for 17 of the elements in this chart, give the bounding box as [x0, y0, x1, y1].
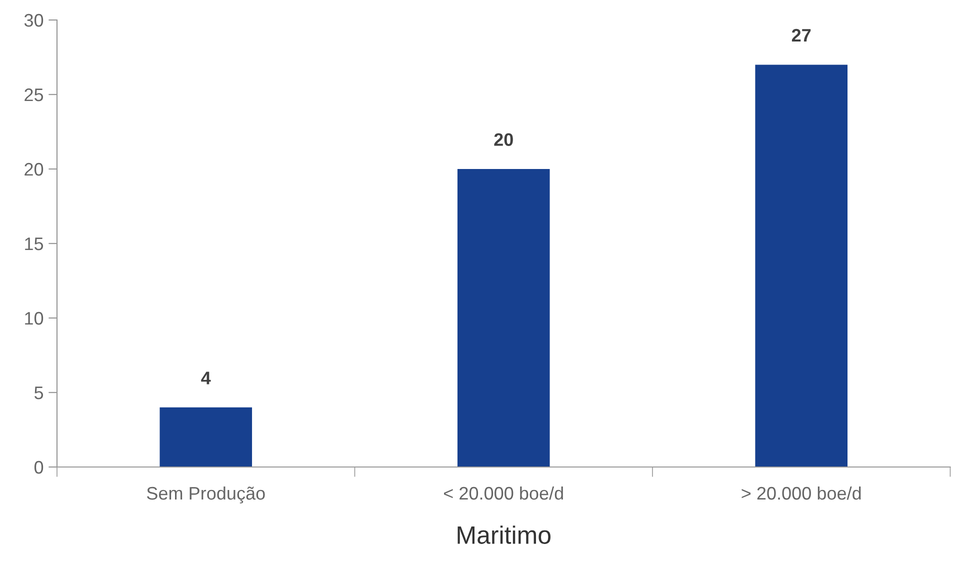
y-tick-label: 15	[25, 238, 44, 250]
bar	[457, 169, 550, 467]
x-tick-label: > 20.000 boe/d	[742, 486, 861, 500]
y-tick-label: 0	[34, 460, 44, 474]
x-axis-title: Maritimo	[458, 526, 550, 544]
data-label: 4	[201, 372, 211, 384]
data-label: 27	[792, 28, 811, 42]
y-tick-label: 20	[24, 162, 44, 176]
y-tick-label: 30	[24, 14, 44, 27]
y-tick-label: 10	[25, 312, 44, 325]
x-tick-label: < 20.000 boe/d	[444, 486, 563, 500]
x-tick-label: Sem Produção	[146, 486, 265, 504]
y-tick-label: 25	[24, 88, 44, 102]
data-label: 20	[494, 133, 513, 146]
y-tick-label: 5	[34, 386, 44, 400]
bar	[755, 64, 848, 467]
bar	[160, 407, 252, 467]
